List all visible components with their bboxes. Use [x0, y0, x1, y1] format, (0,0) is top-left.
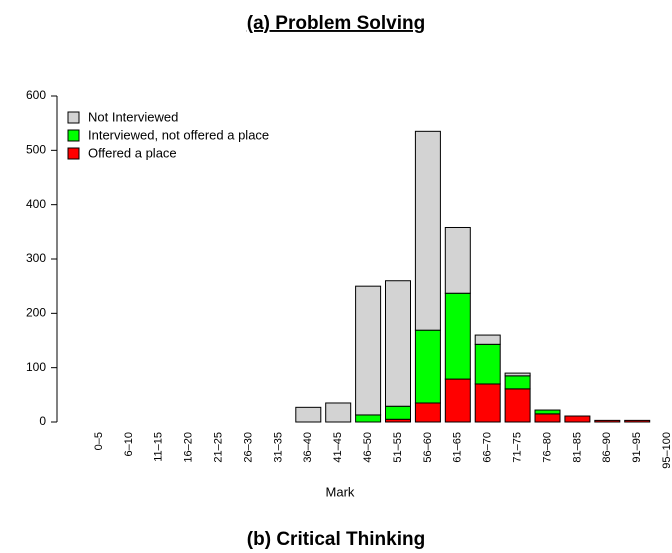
x-tick-label: 51–55	[392, 432, 404, 463]
legend-label: Offered a place	[88, 145, 177, 160]
y-tick-label: 300	[26, 251, 46, 265]
legend-label: Interviewed, not offered a place	[88, 127, 269, 142]
bar-segment	[295, 406, 322, 423]
x-tick-label: 95–100	[661, 432, 672, 469]
x-tick-label: 86–90	[601, 432, 613, 463]
bar-segment	[504, 372, 531, 377]
bar-segment	[474, 334, 501, 345]
x-tick-label: 81–85	[571, 432, 583, 463]
bar-segment	[534, 409, 561, 415]
x-tick-label: 66–70	[482, 432, 494, 463]
y-tick-label: 100	[26, 360, 46, 374]
bar-segment	[385, 280, 411, 407]
bar-segment	[474, 383, 501, 423]
x-tick-label: 21–25	[213, 432, 225, 463]
bar-segment	[355, 414, 382, 423]
bar-segment	[385, 405, 411, 420]
x-tick-label: 61–65	[452, 432, 464, 463]
x-tick-label: 46–50	[362, 432, 374, 463]
x-tick-label: 36–40	[302, 432, 314, 463]
x-axis-label: Mark	[326, 484, 355, 499]
x-tick-label: 56–60	[422, 432, 434, 463]
bar-segment	[504, 375, 531, 390]
legend-swatch	[67, 111, 80, 124]
y-tick-label: 0	[39, 414, 46, 428]
x-tick-label: 11–15	[153, 432, 165, 462]
bar-segment	[474, 343, 501, 385]
bar-segment	[444, 292, 471, 380]
x-tick-label: 6–10	[123, 432, 135, 456]
y-tick-label: 200	[26, 306, 46, 320]
legend-swatch	[67, 129, 80, 142]
bar-segment	[534, 413, 561, 423]
bar-segment	[414, 402, 441, 423]
bar-segment	[414, 329, 441, 404]
bar-segment	[444, 378, 471, 423]
bar-segment	[355, 285, 382, 416]
x-tick-label: 16–20	[183, 432, 195, 463]
bar-segment	[325, 402, 352, 423]
x-tick-label: 41–45	[332, 432, 344, 463]
y-tick-label: 400	[26, 197, 46, 211]
bar-segment	[504, 388, 531, 423]
x-tick-label: 91–95	[631, 432, 643, 463]
chart-title: (a) Problem Solving	[247, 13, 425, 34]
bar-segment	[594, 419, 621, 423]
x-tick-label: 76–80	[541, 432, 553, 463]
next-panel-title: (b) Critical Thinking	[247, 529, 425, 550]
bar-segment	[624, 419, 651, 423]
x-tick-label: 0–5	[93, 432, 105, 450]
x-tick-label: 26–30	[242, 432, 254, 463]
bar-segment	[414, 130, 441, 331]
x-tick-label: 31–35	[272, 432, 284, 463]
y-tick-label: 500	[26, 143, 46, 157]
bar-segment	[444, 226, 471, 294]
legend-label: Not Interviewed	[88, 109, 178, 124]
x-tick-label: 71–75	[512, 432, 524, 463]
y-tick-label: 600	[26, 88, 46, 102]
bar-segment	[564, 415, 591, 423]
legend-swatch	[67, 147, 80, 160]
